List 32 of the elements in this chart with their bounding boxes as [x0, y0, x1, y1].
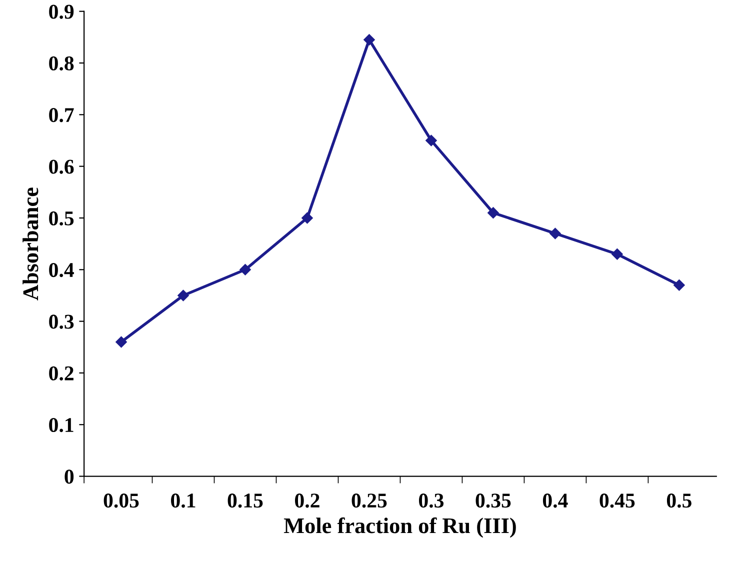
point: [550, 228, 561, 240]
point: [178, 290, 189, 302]
y-tick-label: 0: [64, 470, 74, 484]
x-tick-label: 0.5: [666, 494, 692, 508]
x-tick-label: 0.25: [352, 494, 387, 508]
y-tick-label: 0.8: [49, 56, 74, 71]
point: [674, 280, 685, 291]
point: [488, 207, 499, 218]
x-tick-label: 0.4: [542, 494, 568, 508]
y-tick-label: 0.2: [49, 366, 74, 380]
x-tick-label: 0.3: [418, 494, 444, 508]
point: [612, 248, 623, 260]
y-tick-label: 0.9: [49, 4, 74, 19]
y-tick-label: 0.7: [49, 108, 74, 122]
x-axis-title: Mole fraction of Ru (III): [284, 517, 516, 538]
point: [364, 34, 375, 46]
x-tick-label: 0.1: [171, 494, 196, 508]
x-tick-label: 0.35: [476, 494, 511, 508]
point: [240, 264, 251, 276]
point: [302, 212, 313, 224]
y-tick-label: 0.4: [49, 263, 74, 278]
y-tick-label: 0.1: [49, 418, 74, 432]
x-tick-label: 0.2: [295, 494, 320, 508]
x-tick-label: 0.05: [104, 494, 139, 508]
y-axis-title: Absorbance: [22, 188, 38, 300]
y-tick-label: 0.3: [49, 314, 74, 329]
point: [116, 336, 127, 348]
point: [426, 134, 437, 146]
x-tick-label: 0.45: [600, 494, 635, 508]
y-tick-label: 0.5: [49, 211, 74, 226]
x-tick-label: 0.15: [228, 494, 263, 508]
y-tick-label: 0.6: [49, 160, 74, 174]
